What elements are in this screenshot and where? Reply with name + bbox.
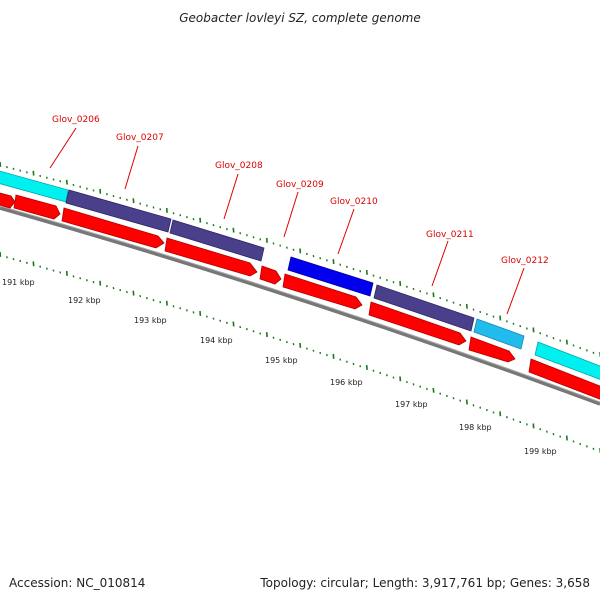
kbp-label: 197 kbp (395, 400, 428, 409)
gene-labels: Glov_0206 Glov_0207 Glov_0208 Glov_0209 … (52, 115, 549, 266)
gene-arrow[interactable] (0, 192, 16, 209)
kbp-label: 196 kbp (330, 378, 363, 387)
kbp-label: 199 kbp (524, 447, 557, 456)
gene-box[interactable] (169, 219, 265, 262)
kbp-label-row: 191 kbp 192 kbp 193 kbp 194 kbp 195 kbp … (2, 278, 557, 456)
reverse-strand-track (0, 192, 600, 403)
gene-arrow[interactable] (164, 237, 258, 277)
gene-label-glov-0207[interactable]: Glov_0207 (116, 133, 164, 143)
gene-arrow[interactable] (259, 265, 282, 285)
gene-box[interactable] (287, 256, 374, 297)
kbp-tick-row (0, 251, 600, 453)
gene-arrow[interactable] (528, 358, 600, 403)
gene-arrow[interactable] (13, 194, 61, 220)
gene-label-glov-0208[interactable]: Glov_0208 (215, 161, 263, 171)
gene-label-glov-0206[interactable]: Glov_0206 (52, 115, 100, 125)
forward-strand-track (0, 170, 600, 383)
gene-box[interactable] (65, 189, 172, 233)
callout-line (223, 173, 239, 220)
callout-line (124, 145, 139, 190)
map-title: Geobacter lovleyi SZ, complete genome (179, 11, 421, 25)
kbp-label: 192 kbp (68, 296, 101, 305)
callout-line (283, 191, 299, 238)
gene-box[interactable] (534, 341, 600, 383)
gene-box[interactable] (473, 318, 525, 350)
gene-arrow[interactable] (368, 301, 467, 346)
gene-arrow[interactable] (61, 207, 165, 249)
backbone-track (0, 206, 600, 406)
kbp-label: 198 kbp (459, 423, 492, 432)
callout-line (337, 208, 355, 255)
backbone-highlight (0, 205, 600, 403)
callout-line (431, 240, 449, 287)
topology-text: Topology: circular; Length: 3,917,761 bp… (259, 576, 590, 590)
gene-label-glov-0212[interactable]: Glov_0212 (501, 256, 549, 266)
kbp-label: 191 kbp (2, 278, 35, 287)
gene-arrow[interactable] (282, 273, 363, 310)
kbp-label: 195 kbp (265, 356, 298, 365)
gene-callouts (49, 127, 525, 315)
callout-line (506, 267, 525, 315)
callout-line (49, 127, 77, 169)
gene-label-glov-0210[interactable]: Glov_0210 (330, 197, 378, 207)
gene-label-glov-0209[interactable]: Glov_0209 (276, 180, 324, 190)
accession-text: Accession: NC_010814 (9, 576, 145, 590)
gene-box[interactable] (373, 284, 475, 332)
gene-arrow[interactable] (468, 336, 516, 363)
gene-label-glov-0211[interactable]: Glov_0211 (426, 230, 474, 240)
outer-tick-row (0, 161, 600, 357)
kbp-label: 193 kbp (134, 316, 167, 325)
kbp-label: 194 kbp (200, 336, 233, 345)
